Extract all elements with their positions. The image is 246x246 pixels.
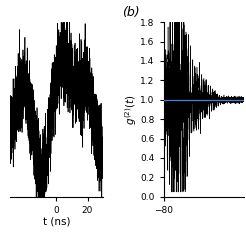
Text: (b): (b) [122,6,140,19]
X-axis label: t (ns): t (ns) [43,216,70,226]
Y-axis label: $g^{(2)}(t)$: $g^{(2)}(t)$ [123,94,139,125]
